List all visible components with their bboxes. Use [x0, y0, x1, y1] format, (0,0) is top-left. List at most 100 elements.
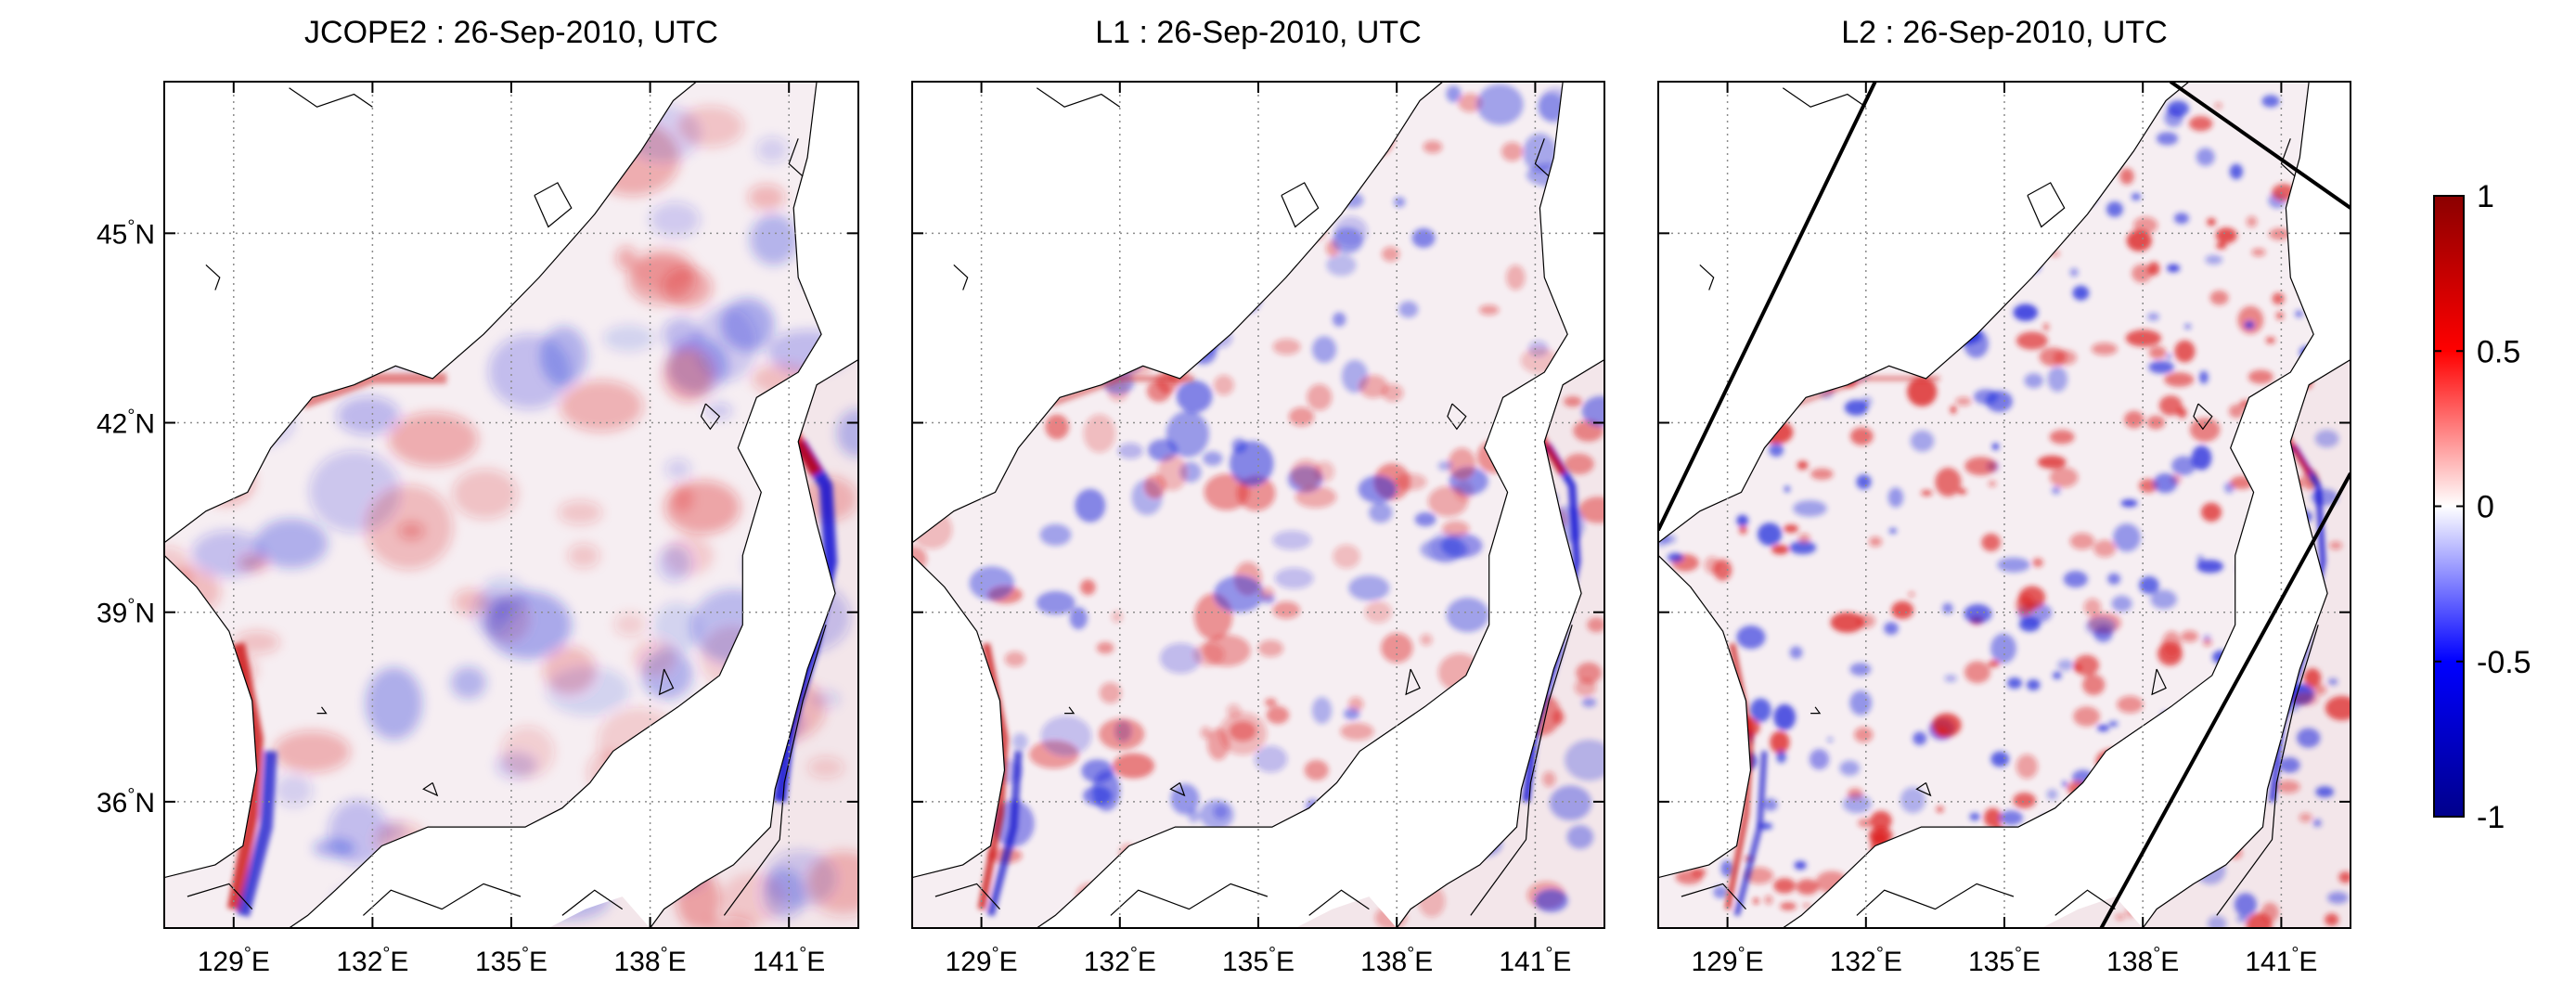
- eddy: [558, 500, 602, 525]
- eddy: [1868, 827, 1893, 845]
- eddy: [2120, 498, 2138, 508]
- eddy: [1784, 485, 1790, 493]
- eddy: [2167, 100, 2189, 117]
- eddy: [2189, 418, 2221, 443]
- eddy: [1789, 646, 1803, 659]
- x-tick-label: 129°E: [1692, 944, 1764, 977]
- eddy: [2123, 410, 2145, 429]
- coastline-segment: [422, 782, 439, 797]
- eddy: [1981, 533, 2002, 552]
- x-tick-label: 132°E: [1084, 944, 1156, 977]
- eddy: [2325, 696, 2351, 721]
- eddy: [748, 184, 786, 211]
- coastline-segment: [1036, 87, 1121, 108]
- eddy: [2188, 116, 2213, 132]
- eddy: [602, 325, 655, 352]
- eddy: [705, 403, 733, 419]
- eddy: [2181, 630, 2199, 642]
- eddy: [2236, 915, 2249, 922]
- eddy: [1476, 84, 1524, 125]
- eddy: [2026, 679, 2041, 690]
- eddy: [1265, 698, 1277, 707]
- eddy: [2202, 638, 2212, 647]
- eddy: [2156, 132, 2179, 146]
- eddy: [1340, 722, 1374, 741]
- eddy: [2214, 102, 2222, 110]
- eddy: [2072, 285, 2090, 301]
- eddy: [1770, 730, 1790, 754]
- eddy: [1749, 698, 1771, 723]
- eddy: [1713, 885, 1728, 899]
- eddy: [1849, 427, 1874, 445]
- eddy: [1369, 502, 1393, 523]
- eddy: [2125, 329, 2162, 347]
- eddy: [560, 380, 643, 432]
- eddy: [750, 213, 798, 265]
- eddy: [657, 545, 692, 582]
- eddy: [1395, 473, 1427, 491]
- eddy: [1437, 460, 1453, 471]
- x-tick-label: 138°E: [614, 944, 687, 977]
- eddy: [2248, 369, 2273, 384]
- eddy: [1942, 602, 1953, 614]
- coastline-segment: [723, 625, 827, 916]
- eddy: [1809, 749, 1830, 770]
- coastline-segment: [316, 706, 328, 715]
- coastline-segment: [1281, 182, 1320, 228]
- eddy: [1170, 783, 1200, 815]
- eddy: [1146, 380, 1172, 403]
- eddy: [1202, 634, 1251, 667]
- eddy: [2052, 486, 2061, 495]
- eddy: [2246, 215, 2258, 227]
- eddy: [2073, 706, 2101, 727]
- eddy: [1359, 375, 1388, 398]
- pacific-area: [1397, 359, 1604, 928]
- eddy: [2209, 290, 2229, 305]
- eddy: [1736, 514, 1749, 527]
- eddy: [672, 484, 694, 513]
- eddy: [1423, 140, 1443, 154]
- eddy: [2184, 324, 2192, 329]
- eddy: [1771, 545, 1789, 555]
- eddy: [450, 666, 486, 699]
- eddy: [1203, 451, 1223, 466]
- eddy: [1773, 878, 1796, 894]
- coastline-segment: [1169, 782, 1186, 797]
- eddy: [2261, 95, 2280, 108]
- eddy: [1797, 460, 1809, 471]
- eddy: [1348, 575, 1390, 601]
- eddy: [1991, 443, 2000, 451]
- x-tick-label: 132°E: [1830, 944, 1902, 977]
- panel-title: L2 : 26-Sep-2010, UTC: [1841, 15, 2168, 50]
- eddy: [1214, 575, 1264, 613]
- eddy: [1784, 524, 1798, 534]
- eddy: [1854, 727, 1874, 742]
- eddy: [1757, 522, 1783, 547]
- eddy: [1294, 485, 1337, 509]
- eddy: [2106, 201, 2123, 217]
- x-tick-label: 141°E: [753, 944, 825, 977]
- eddy: [1004, 651, 1026, 667]
- eddy: [1272, 339, 1301, 355]
- eddy: [2153, 472, 2178, 494]
- grid: [1658, 82, 2351, 928]
- eddy: [2295, 310, 2303, 318]
- eddy: [546, 665, 630, 716]
- eddy: [1983, 807, 2002, 828]
- eddy: [2111, 595, 2132, 613]
- eddy: [2107, 573, 2121, 585]
- eddy: [1045, 414, 1069, 440]
- eddy: [2171, 456, 2196, 476]
- eddy: [1842, 794, 1872, 814]
- coastline-segment: [700, 403, 721, 431]
- eddy: [613, 613, 646, 637]
- eddy: [694, 305, 758, 381]
- eddy: [1581, 697, 1597, 708]
- colorbar-tick-label: -1: [2477, 800, 2505, 835]
- eddy: [2057, 659, 2074, 671]
- eddy: [2244, 321, 2255, 329]
- eddy: [1988, 481, 1997, 487]
- eddy: [2042, 323, 2050, 331]
- coastline-segment: [362, 883, 522, 916]
